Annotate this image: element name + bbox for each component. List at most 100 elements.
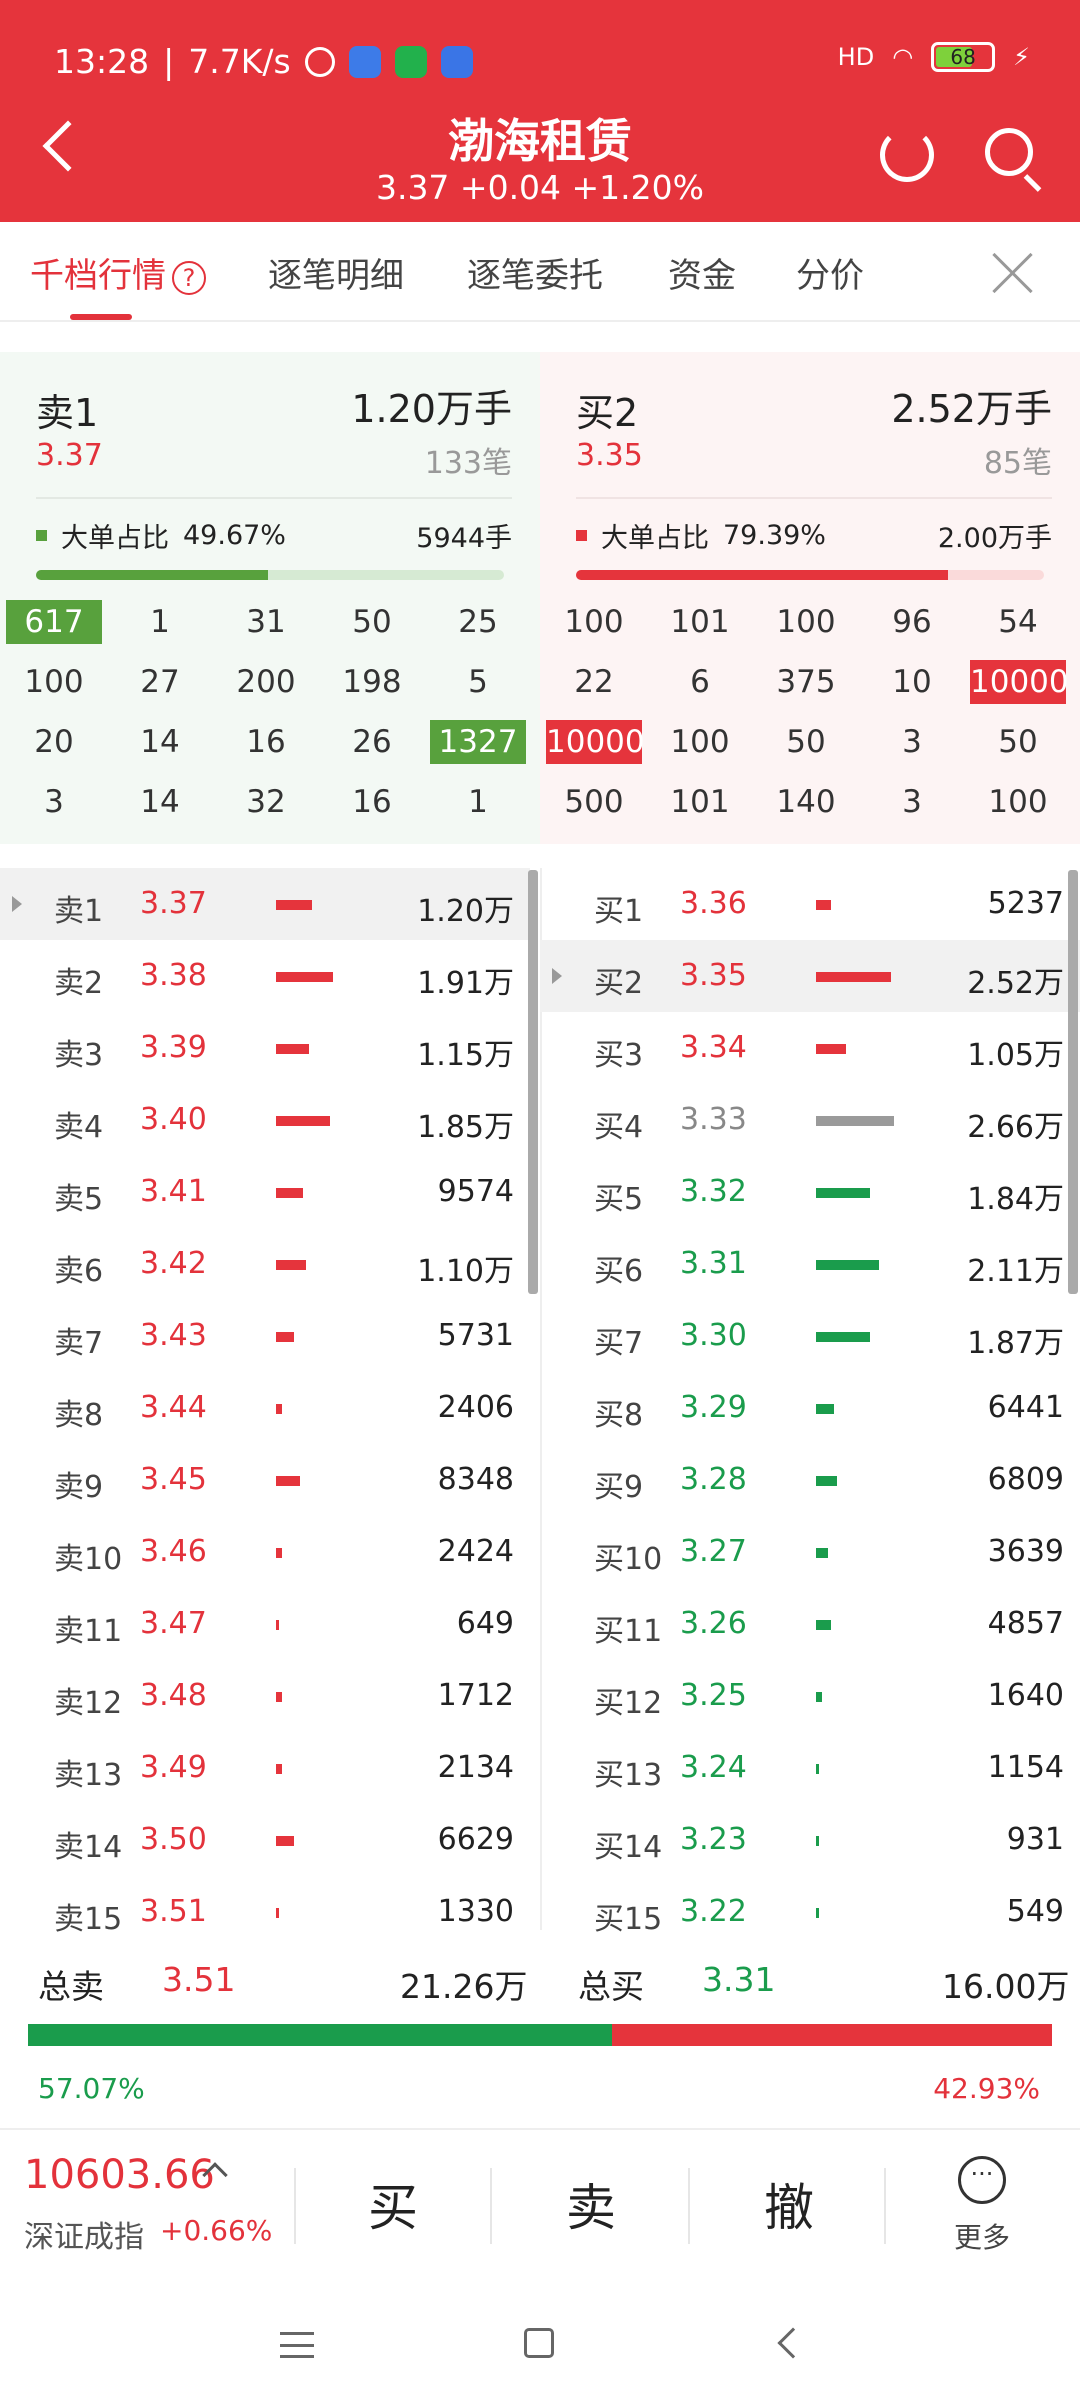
index-name[interactable]: 深证成指 <box>24 2220 144 2255</box>
sell-queue-cell: 16 <box>352 784 392 820</box>
sell-level-row[interactable]: 卖11 3.47 649 <box>0 1588 530 1660</box>
cancel-order-button[interactable]: 撤 <box>764 2179 814 2237</box>
buy-level-volume: 3639 <box>987 1534 1064 1569</box>
sell-level-row[interactable]: 卖15 3.51 1330 <box>0 1876 530 1948</box>
index-value[interactable]: 10603.66 <box>24 2152 215 2198</box>
tab-capital[interactable]: 资金 <box>668 256 736 296</box>
sell-level-label: 卖4 <box>54 1110 104 1145</box>
buy-level-label: 买11 <box>594 1614 663 1649</box>
sell-level-row[interactable]: 卖2 3.38 1.91万 <box>0 940 530 1012</box>
sell-level-volume: 2134 <box>437 1750 514 1785</box>
sell-level-volume: 6629 <box>437 1822 514 1857</box>
sell-level-label: 卖10 <box>54 1542 123 1577</box>
sell-scrollbar[interactable] <box>528 870 538 1294</box>
sell-panel-price: 3.37 <box>36 438 103 473</box>
sell-level-volume: 1.85万 <box>417 1110 514 1145</box>
active-tab-indicator <box>70 314 132 320</box>
sell-level-volume: 1.10万 <box>417 1254 514 1289</box>
buy-level-price: 3.27 <box>680 1534 747 1569</box>
buy-level-row[interactable]: 买1 3.36 5237 <box>540 868 1080 940</box>
buy-level-volume-bar <box>816 1260 879 1270</box>
system-nav-bar <box>0 2272 1080 2400</box>
buy-level-row[interactable]: 买11 3.26 4857 <box>540 1588 1080 1660</box>
sell-level-volume: 649 <box>456 1606 514 1641</box>
buy-queue-cell: 10 <box>892 664 932 700</box>
sell-queue-cell: 100 <box>24 664 84 700</box>
buy-level-price: 3.29 <box>680 1390 747 1425</box>
qq-icon <box>440 45 473 78</box>
buy-level-row[interactable]: 买3 3.34 1.05万 <box>540 1012 1080 1084</box>
total-buy-price: 3.31 <box>702 1960 776 1999</box>
sell-level-row[interactable]: 卖10 3.46 2424 <box>0 1516 530 1588</box>
tab-tick-order[interactable]: 逐笔委托 <box>467 256 603 296</box>
sell-level-price: 3.42 <box>140 1246 207 1281</box>
buy-level-row[interactable]: 买4 3.33 2.66万 <box>540 1084 1080 1156</box>
sell-level-volume-bar <box>276 1692 282 1702</box>
buy-level-price: 3.31 <box>680 1246 747 1281</box>
sell-button[interactable]: 卖 <box>566 2179 616 2237</box>
app-header: 13:28 | 7.7K/s HD ◠ 68 ⚡ 渤海租赁 3.37 +0.04… <box>0 0 1080 222</box>
buy-level-price: 3.35 <box>680 958 747 993</box>
sell-levels-list: 卖1 3.37 1.20万 卖2 3.38 1.91万 卖3 3.39 1.15万 卖4 3.40 1… <box>0 868 530 1948</box>
sell-queue-cell: 5 <box>468 664 488 700</box>
sell-queue-cell: 3 <box>44 784 64 820</box>
menu-icon[interactable] <box>280 2332 314 2358</box>
alarm-icon <box>304 46 335 77</box>
sell-level-row[interactable]: 卖5 3.41 9574 <box>0 1156 530 1228</box>
buy-level-row[interactable]: 买12 3.25 1640 <box>540 1660 1080 1732</box>
buy-level-row[interactable]: 买7 3.30 1.87万 <box>540 1300 1080 1372</box>
more-button[interactable]: 更多 <box>954 2221 1011 2254</box>
buy-queue-cell: 50 <box>786 724 826 760</box>
buy-level-row[interactable]: 买5 3.32 1.84万 <box>540 1156 1080 1228</box>
more-icon[interactable]: ··· <box>958 2156 1006 2204</box>
sell-level-row[interactable]: 卖12 3.48 1712 <box>0 1660 530 1732</box>
sell-level-row[interactable]: 卖3 3.39 1.15万 <box>0 1012 530 1084</box>
sell-level-label: 卖15 <box>54 1902 123 1937</box>
search-icon[interactable] <box>985 128 1033 176</box>
buy-queue-cell: 100 <box>988 784 1048 820</box>
buy-level-volume-bar <box>816 900 831 910</box>
sell-level-volume: 8348 <box>437 1462 514 1497</box>
buy-level-row[interactable]: 买9 3.28 6809 <box>540 1444 1080 1516</box>
sell-level-row[interactable]: 卖13 3.49 2134 <box>0 1732 530 1804</box>
buy-scrollbar[interactable] <box>1068 870 1078 1294</box>
buy-level-row[interactable]: 买13 3.24 1154 <box>540 1732 1080 1804</box>
sell-big-volume: 5944手 <box>416 523 512 554</box>
refresh-icon[interactable] <box>880 128 934 182</box>
buy-level-row[interactable]: 买6 3.31 2.11万 <box>540 1228 1080 1300</box>
tab-tick-detail[interactable]: 逐笔明细 <box>268 256 404 296</box>
sell-level-row[interactable]: 卖4 3.40 1.85万 <box>0 1084 530 1156</box>
home-icon[interactable] <box>524 2328 554 2358</box>
buy-level-row[interactable]: 买14 3.23 931 <box>540 1804 1080 1876</box>
buy-level-row[interactable]: 买10 3.27 3639 <box>540 1516 1080 1588</box>
tab-price-dist[interactable]: 分价 <box>796 256 864 296</box>
buy-level-row[interactable]: 买2 3.35 2.52万 <box>540 940 1080 1012</box>
buy-button[interactable]: 买 <box>368 2179 418 2237</box>
sell-queue-cell: 50 <box>352 604 392 640</box>
sell-level-row[interactable]: 卖14 3.50 6629 <box>0 1804 530 1876</box>
sell-level-row[interactable]: 卖8 3.44 2406 <box>0 1372 530 1444</box>
tab-order-book[interactable]: 千档行情? <box>30 248 206 297</box>
sell-queue-panel[interactable]: 卖1 1.20万手 3.37 133笔 大单占比 49.67% 5944手 617… <box>0 352 540 844</box>
sell-level-volume-bar <box>276 1548 282 1558</box>
buy-queue-panel[interactable]: 买2 2.52万手 3.35 85笔 大单占比 79.39% 2.00万手 100… <box>540 352 1080 844</box>
sell-level-volume: 1.91万 <box>417 966 514 1001</box>
sell-level-volume-bar <box>276 1260 306 1270</box>
status-right: HD ◠ 68 ⚡ <box>838 42 1030 72</box>
buy-queue-cell: 375 <box>776 664 836 700</box>
buy-level-row[interactable]: 买8 3.29 6441 <box>540 1372 1080 1444</box>
buy-level-price: 3.24 <box>680 1750 747 1785</box>
divider <box>36 497 512 499</box>
buy-level-row[interactable]: 买15 3.22 549 <box>540 1876 1080 1948</box>
sell-level-row[interactable]: 卖6 3.42 1.10万 <box>0 1228 530 1300</box>
buy-panel-price: 3.35 <box>576 438 643 473</box>
sell-level-row[interactable]: 卖1 3.37 1.20万 <box>0 868 530 940</box>
buy-queue-cell: 100 <box>670 724 730 760</box>
close-icon[interactable] <box>990 250 1036 296</box>
help-icon[interactable]: ? <box>172 260 206 295</box>
sell-level-row[interactable]: 卖7 3.43 5731 <box>0 1300 530 1372</box>
nav-back-icon[interactable] <box>777 2327 809 2359</box>
sell-level-row[interactable]: 卖9 3.45 8348 <box>0 1444 530 1516</box>
wifi-icon: ◠ <box>892 43 914 71</box>
buy-level-price: 3.22 <box>680 1894 747 1929</box>
